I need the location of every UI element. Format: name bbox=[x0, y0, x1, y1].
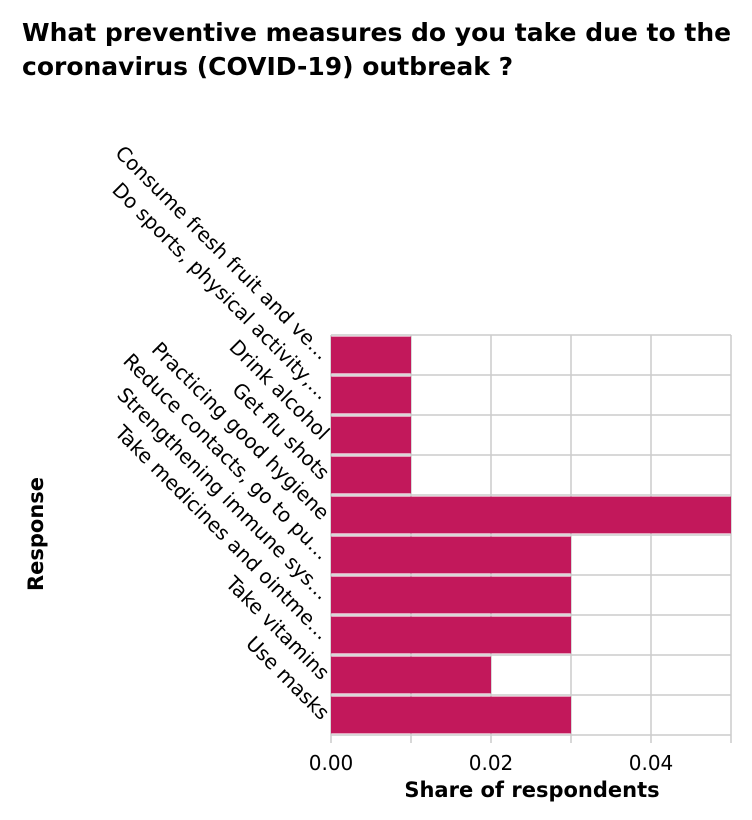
x-tick-label: 0.04 bbox=[629, 751, 674, 775]
bar bbox=[331, 536, 571, 574]
bar bbox=[331, 456, 411, 494]
bar bbox=[331, 696, 571, 734]
bar bbox=[331, 376, 411, 414]
x-axis-title: Share of respondents bbox=[404, 778, 659, 802]
x-tick-label: 0.00 bbox=[309, 751, 354, 775]
grid-lines bbox=[330, 334, 732, 743]
y-axis-title: Response bbox=[24, 477, 48, 591]
bar bbox=[331, 656, 491, 694]
bar bbox=[331, 336, 411, 374]
bar bbox=[331, 616, 571, 654]
bar bbox=[331, 416, 411, 454]
chart-title: What preventive measures do you take due… bbox=[22, 18, 732, 81]
y-tick-label: Consume fresh fruit and ve… bbox=[111, 141, 335, 365]
x-tick-label: 0.02 bbox=[469, 751, 514, 775]
bar bbox=[331, 576, 571, 614]
x-axis-ticks: 0.00 0.02 0.04 bbox=[309, 751, 674, 775]
y-axis-tick-labels: Consume fresh fruit and ve…Do sports, ph… bbox=[107, 141, 334, 725]
bars bbox=[331, 336, 731, 734]
bar bbox=[331, 496, 731, 534]
